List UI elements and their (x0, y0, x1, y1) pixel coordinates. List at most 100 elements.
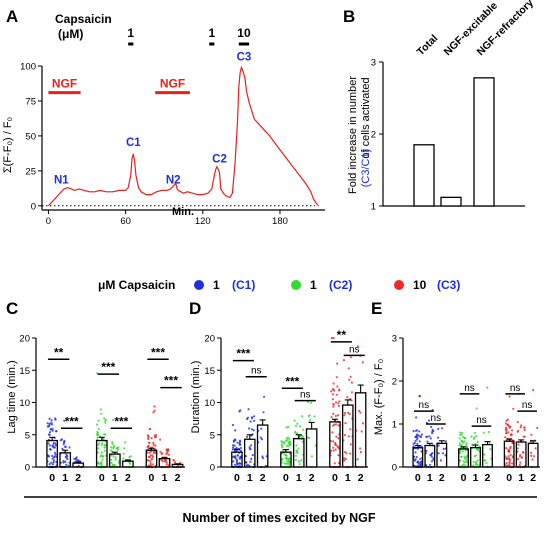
data-point (485, 461, 488, 465)
data-point (251, 454, 254, 457)
data-point (54, 417, 57, 420)
data-point (129, 455, 132, 458)
data-point (508, 461, 511, 464)
x-tick-label: 2 (485, 472, 491, 484)
data-point (64, 445, 67, 449)
axes-b: 1 2 3 (371, 58, 525, 213)
bar (527, 442, 539, 468)
data-point (413, 441, 416, 445)
data-point (475, 454, 478, 457)
data-point (337, 437, 340, 440)
x-tick-label: 1 (427, 472, 433, 484)
significance-label: ns (510, 383, 521, 394)
x-tick-label: 0 (99, 472, 105, 484)
data-point (430, 460, 433, 463)
data-point (428, 435, 431, 438)
y-tick-label: 0 (25, 463, 30, 474)
data-point (161, 460, 165, 463)
data-point (244, 461, 248, 464)
y-tick-label-b: 2 (371, 130, 376, 141)
bar (292, 437, 305, 468)
data-point (65, 453, 68, 456)
annotation-c1: C1 (126, 137, 141, 149)
data-point (465, 443, 468, 446)
data-point (246, 464, 250, 467)
legend-dose-3: 10 (413, 278, 427, 292)
y-tick-label: 0 (210, 463, 215, 474)
data-point (48, 431, 52, 434)
data-point (65, 463, 68, 466)
data-point (332, 405, 335, 408)
data-point (160, 452, 163, 456)
data-point (530, 454, 533, 457)
data-point (415, 455, 418, 459)
data-point (462, 460, 465, 463)
data-point (111, 442, 114, 445)
data-point (418, 464, 421, 467)
data-point (281, 458, 284, 461)
data-point (152, 443, 155, 446)
data-point (295, 449, 298, 452)
data-point (76, 459, 79, 462)
x-tick-label: 2 (439, 472, 445, 484)
data-point (51, 463, 55, 466)
data-point (332, 402, 335, 406)
data-point (484, 459, 487, 462)
data-point (294, 458, 297, 462)
data-point (173, 461, 176, 464)
data-point (431, 432, 434, 435)
data-point (349, 452, 352, 455)
significance-label: *** (164, 374, 178, 388)
data-point (295, 444, 298, 447)
data-point (463, 436, 466, 440)
data-point (441, 427, 444, 430)
data-point (123, 447, 126, 450)
data-point (332, 440, 335, 443)
data-point (149, 462, 152, 465)
data-point (97, 427, 101, 431)
x-tick-label: 0 (49, 472, 55, 484)
data-point (523, 426, 526, 429)
data-point (415, 416, 418, 419)
data-point (250, 457, 253, 461)
data-point (260, 438, 263, 441)
data-point (281, 440, 284, 444)
data-point (505, 427, 508, 430)
y-axis-label-a: Σ(F-F₀) / F₀ (2, 117, 14, 173)
panel-label-d: D (189, 299, 201, 318)
data-point (415, 429, 418, 432)
data-point (98, 462, 101, 465)
data-point (511, 441, 514, 445)
marks-a: NGF NGF 1 1 10 N1 C1 N2 C2 C3 (47, 26, 320, 207)
data-point (124, 441, 127, 444)
data-point (337, 404, 340, 407)
y-axis-label-b-line3: (C3/C1) (360, 149, 372, 188)
data-point (529, 451, 533, 454)
x-tick-label: 0 (461, 472, 467, 484)
data-point (239, 449, 242, 452)
data-point (111, 441, 114, 444)
data-point (335, 393, 338, 396)
data-point (418, 430, 421, 433)
data-point (46, 422, 49, 425)
data-point (150, 437, 153, 440)
data-point (252, 429, 255, 432)
data-point (151, 463, 154, 466)
data-point (238, 442, 241, 445)
data-point (260, 427, 263, 430)
data-point (114, 458, 117, 461)
data-point (332, 446, 335, 449)
data-point (507, 431, 510, 434)
data-point (532, 388, 535, 392)
data-point (233, 444, 236, 447)
data-point (238, 410, 241, 413)
data-point (246, 417, 249, 421)
data-point (516, 447, 519, 450)
legend-dot-3 (394, 280, 404, 290)
y-tick-label: 2 (392, 377, 397, 388)
legend-dose-2: 1 (310, 278, 317, 292)
data-point (47, 442, 50, 445)
data-point (344, 450, 347, 454)
data-point (128, 461, 131, 464)
